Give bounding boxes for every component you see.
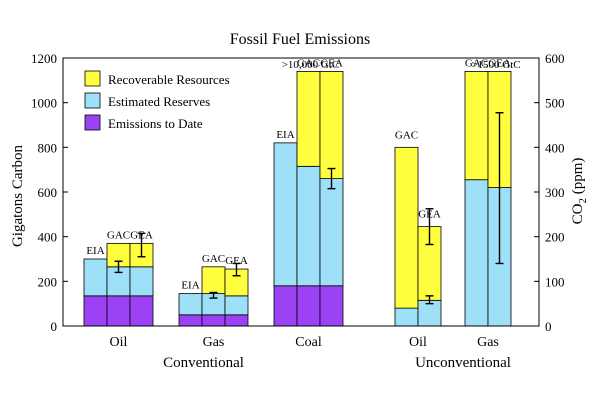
bar-reserves-2 bbox=[129, 266, 154, 297]
y-left-tick-label-6: 1200 bbox=[31, 51, 57, 66]
chart-title: Fossil Fuel Emissions bbox=[230, 31, 370, 48]
bar-source-label-8: GEA bbox=[320, 57, 343, 69]
bar-reserves-5 bbox=[224, 295, 249, 316]
y-axis-right-label-main: CO bbox=[570, 203, 586, 224]
bar-source-label-13: GEA bbox=[488, 57, 511, 69]
y-right-tick-label-3: 300 bbox=[545, 185, 565, 200]
bar-source-label-4: GAC bbox=[202, 253, 225, 265]
y-right-tick-label-4: 400 bbox=[545, 140, 565, 155]
y-right-tick-label-2: 200 bbox=[545, 230, 565, 245]
y-axis-right-label: CO2 (ppm) bbox=[570, 158, 589, 225]
y-left-tick-label-4: 800 bbox=[38, 140, 58, 155]
bar-emissions-4 bbox=[201, 314, 226, 327]
bar-source-label-6: EIA bbox=[276, 129, 294, 141]
bar-emissions-6 bbox=[273, 285, 298, 327]
legend-swatch-0 bbox=[84, 70, 101, 87]
group-label-1: Unconventional bbox=[415, 355, 511, 371]
annotation-coal-total: >10,000 GtC bbox=[282, 59, 340, 71]
bar-emissions-5 bbox=[224, 314, 249, 327]
bar-resources-12 bbox=[464, 71, 489, 181]
axes-layer bbox=[62, 57, 540, 327]
legend-label-2: Emissions to Date bbox=[108, 116, 203, 131]
bar-reserves-3 bbox=[178, 293, 203, 316]
y-left-tick-label-3: 600 bbox=[38, 185, 58, 200]
bar-source-label-5: GEA bbox=[225, 255, 248, 267]
y-right-tick-label-6: 600 bbox=[545, 51, 565, 66]
axis-labels-layer: 0 200 400 600 800 1000 1200 0 100 200 300 400 500 600… bbox=[31, 51, 565, 371]
y-left-tick-label-0: 0 bbox=[51, 319, 58, 334]
y-right-tick-label-1: 100 bbox=[545, 274, 565, 289]
bar-source-label-0: EIA bbox=[86, 245, 104, 257]
category-label-3: Oil bbox=[409, 335, 427, 350]
bar-source-label-1: GAC bbox=[107, 229, 130, 241]
y-axis-right-label-units: (ppm) bbox=[570, 158, 586, 198]
category-label-4: Gas bbox=[477, 335, 499, 350]
category-label-1: Gas bbox=[203, 335, 225, 350]
bar-emissions-3 bbox=[178, 314, 203, 327]
bar-resources-9 bbox=[394, 146, 419, 309]
bar-emissions-2 bbox=[129, 295, 154, 327]
bar-source-label-12: GAC bbox=[465, 57, 488, 69]
bar-emissions-0 bbox=[83, 295, 108, 327]
category-label-2: Coal bbox=[295, 335, 322, 350]
bar-emissions-8 bbox=[319, 285, 344, 327]
bar-emissions-7 bbox=[296, 285, 321, 327]
bar-reserves-12 bbox=[464, 179, 489, 327]
legend-label-1: Estimated Reserves bbox=[108, 94, 210, 109]
legend-label-0: Recoverable Resources bbox=[108, 72, 230, 87]
bar-reserves-9 bbox=[394, 307, 419, 327]
bar-resources-7 bbox=[296, 71, 321, 167]
annotation-unconventional-gas-total: >1500 GtC bbox=[471, 59, 520, 71]
bar-reserves-8 bbox=[319, 178, 344, 287]
legend-swatch-2 bbox=[84, 114, 101, 131]
bars-layer bbox=[83, 71, 512, 327]
bar-resources-8 bbox=[319, 71, 344, 179]
group-label-0: Conventional bbox=[163, 355, 244, 371]
legend-swatch-1 bbox=[84, 92, 101, 109]
bar-reserves-6 bbox=[273, 142, 298, 287]
bar-reserves-0 bbox=[83, 258, 108, 297]
y-right-tick-label-5: 500 bbox=[545, 96, 565, 111]
bar-source-label-9: GAC bbox=[395, 129, 418, 141]
y-axis-right-label-subscript: 2 bbox=[577, 198, 589, 204]
bar-emissions-1 bbox=[106, 295, 131, 327]
y-left-tick-label-2: 400 bbox=[38, 230, 58, 245]
legend: Recoverable Resources Estimated Reserves E… bbox=[84, 70, 230, 131]
category-label-0: Oil bbox=[110, 335, 128, 350]
bar-resources-4 bbox=[201, 266, 226, 295]
bar-source-label-2: GEA bbox=[130, 229, 153, 241]
y-left-tick-label-5: 1000 bbox=[31, 96, 57, 111]
y-axis-left-label: Gigatons Carbon bbox=[10, 144, 26, 247]
bar-source-label-7: GAC bbox=[297, 57, 320, 69]
y-right-tick-label-0: 0 bbox=[545, 319, 552, 334]
bar-reserves-7 bbox=[296, 165, 321, 287]
bar-source-label-3: EIA bbox=[181, 280, 199, 292]
y-left-tick-label-1: 200 bbox=[38, 274, 58, 289]
